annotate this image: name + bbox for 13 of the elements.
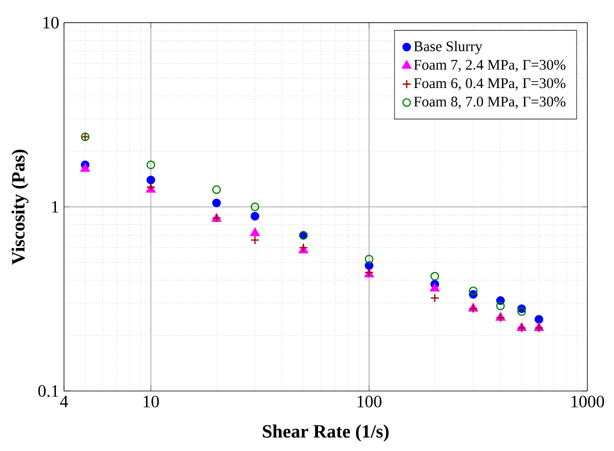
x-axis-title: Shear Rate (1/s) [262, 424, 389, 442]
legend-label: Foam 6, 0.4 MPa, Γ=30% [414, 78, 566, 90]
x-tick-label: 1000 [572, 396, 604, 408]
y-tick-label: 1 [52, 201, 58, 213]
x-tick-label: 4 [60, 396, 68, 408]
legend-label: Foam 7, 2.4 MPa, Γ=30% [414, 60, 566, 72]
legend-label: Foam 8, 7.0 MPa, Γ=30% [414, 96, 566, 109]
y-tick-label: 10 [43, 16, 59, 29]
x-tick-label: 10 [144, 396, 159, 408]
x-tick-label: 100 [358, 396, 382, 408]
y-tick-label: 0.1 [38, 385, 58, 397]
y-axis-title: Viscosity (Pas) [11, 150, 28, 265]
legend-label: Base Slurry [414, 40, 482, 54]
